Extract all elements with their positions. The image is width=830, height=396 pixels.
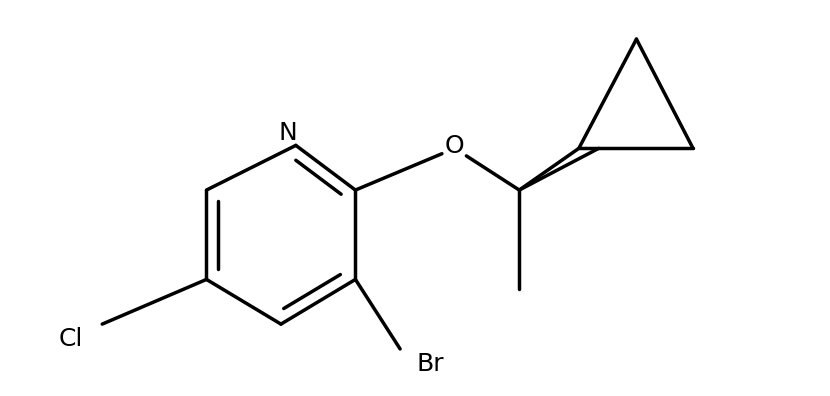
Text: Br: Br [416, 352, 444, 376]
Text: Cl: Cl [58, 327, 83, 351]
Text: O: O [445, 134, 465, 158]
Text: N: N [279, 122, 297, 145]
